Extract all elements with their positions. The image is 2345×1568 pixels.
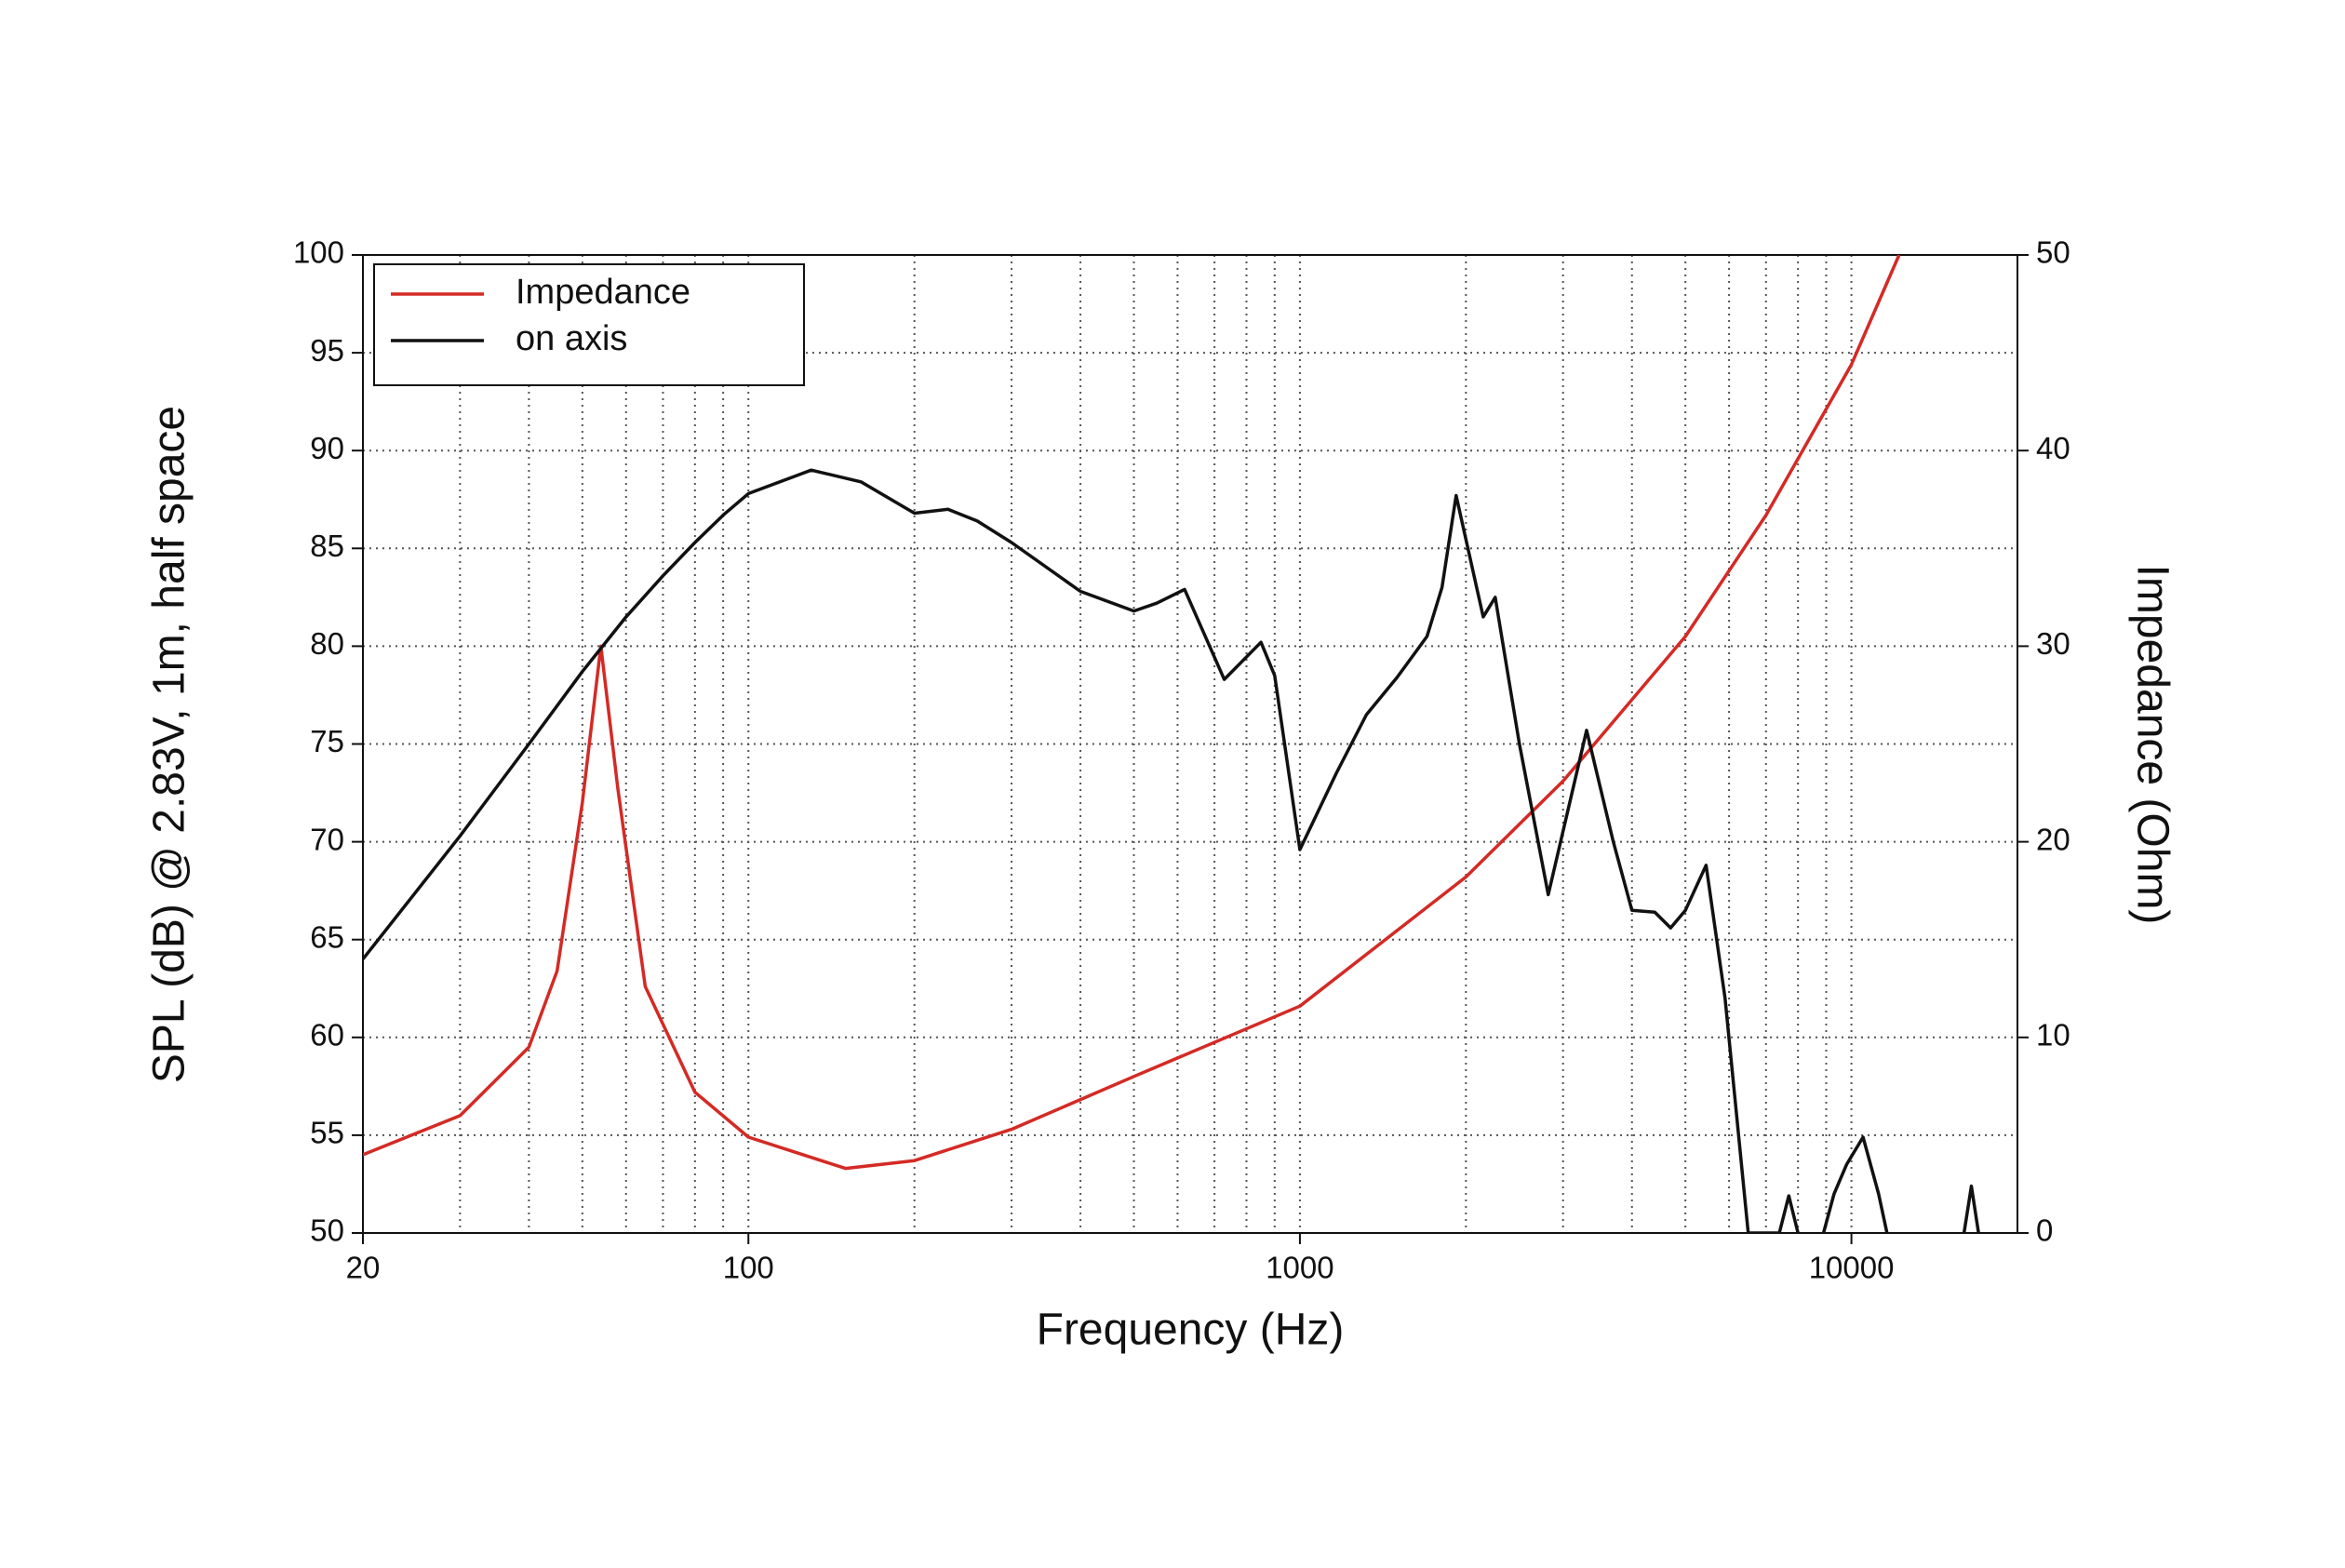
y2-axis-title: Impedance (Ohm)	[2127, 565, 2177, 925]
series-line	[363, 255, 1901, 1171]
y2-tick-label: 50	[2036, 235, 2070, 270]
legend-box	[373, 263, 805, 386]
y-tick-label: 100	[293, 235, 344, 270]
y-tick-label: 70	[310, 822, 344, 856]
y-tick-label: 55	[310, 1116, 344, 1150]
y-tick-label: 60	[310, 1018, 344, 1052]
y-tick-label: 90	[310, 431, 344, 465]
legend-label: on axis	[516, 319, 627, 358]
x-tick-label: 100	[723, 1251, 774, 1285]
y-axis-title: SPL (dB) @ 2.83V, 1m, half space	[145, 406, 194, 1083]
series-line	[363, 468, 1980, 1233]
y-tick-label: 75	[310, 724, 344, 758]
y-tick-label: 65	[310, 919, 344, 954]
x-axis-title: Frequency (Hz)	[1037, 1306, 1345, 1355]
y-tick-label: 85	[310, 529, 344, 563]
y2-tick-label: 20	[2036, 822, 2070, 856]
plot-frame	[362, 254, 2018, 1234]
y2-tick-label: 30	[2036, 626, 2070, 661]
y-tick-label: 50	[310, 1213, 344, 1248]
y2-tick-label: 0	[2036, 1213, 2053, 1248]
x-tick-label: 10000	[1809, 1251, 1895, 1285]
x-tick-label: 20	[346, 1251, 381, 1285]
x-tick-label: 1000	[1266, 1251, 1333, 1285]
y-tick-label: 95	[310, 333, 344, 368]
legend-label: Impedance	[516, 273, 690, 312]
y2-tick-label: 10	[2036, 1018, 2070, 1052]
y-tick-label: 80	[310, 626, 344, 661]
y2-tick-label: 40	[2036, 431, 2070, 465]
plot-area	[363, 255, 1980, 1233]
